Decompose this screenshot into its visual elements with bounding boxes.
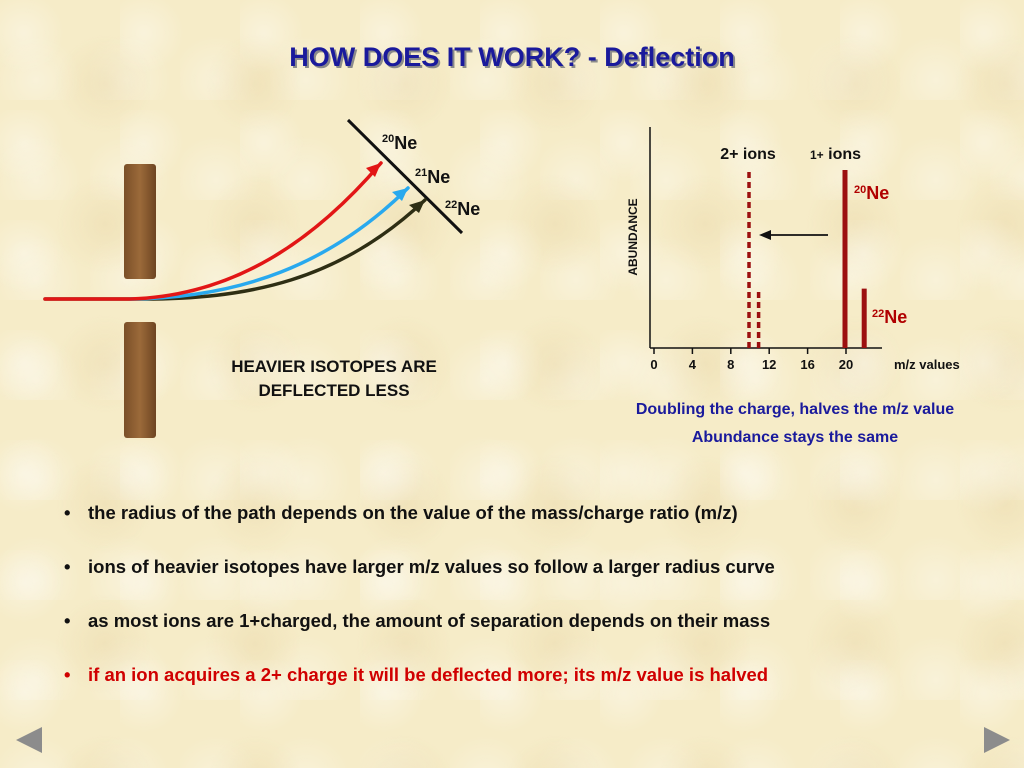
note-abundance: Abundance stays the same <box>691 429 899 446</box>
peak-label-ne22: 22Ne <box>872 307 907 327</box>
bullet-marker: • <box>64 502 71 523</box>
previous-slide-icon[interactable] <box>16 727 42 753</box>
lower-plate <box>124 322 156 438</box>
deflection-caption: HEAVIER ISOTOPES ARE DEFLECTED LESS <box>203 355 465 403</box>
label-2plus-ions: 2+ ions <box>720 146 776 163</box>
bullet-marker: • <box>64 664 71 685</box>
bullet-item-highlight: • if an ion acquires a 2+ charge it will … <box>64 662 994 716</box>
bullet-item: • as most ions are 1+charged, the amount … <box>64 608 994 662</box>
path-ne20 <box>43 161 383 301</box>
x-tick-label: 8 <box>727 357 734 372</box>
bullet-item: • ions of heavier isotopes have larger m/… <box>64 554 994 608</box>
x-axis-label: m/z values <box>894 357 960 372</box>
path-ne21 <box>128 186 410 301</box>
bullet-marker: • <box>64 610 71 631</box>
x-tick-label: 20 <box>839 357 853 372</box>
next-slide-icon[interactable] <box>984 727 1010 753</box>
x-tick-label: 16 <box>800 357 814 372</box>
y-axis-label: ABUNDANCE <box>626 198 640 275</box>
caption-line-1: HEAVIER ISOTOPES ARE <box>231 357 437 376</box>
label-ne21: 21Ne <box>415 167 450 187</box>
bullet-item: • the radius of the path depends on the v… <box>64 500 994 554</box>
upper-plate <box>124 164 156 279</box>
path-ne22 <box>43 198 427 301</box>
page-title: HOW DOES IT WORK? - Deflection <box>289 42 735 72</box>
arrowhead-ne21 <box>392 188 408 201</box>
arrowhead-ne22 <box>409 200 425 213</box>
x-tick-label: 0 <box>650 357 657 372</box>
caption-line-2: DEFLECTED LESS <box>258 381 410 400</box>
label-1plus-ions: 1+ ions <box>810 146 861 163</box>
note-doubling-charge: Doubling the charge, halves the m/z valu… <box>635 401 955 418</box>
arrowhead-ne20 <box>366 163 381 177</box>
peak-label-ne20: 20Ne <box>854 183 889 203</box>
label-ne20: 20Ne <box>382 133 417 153</box>
shift-arrow-head <box>759 230 771 240</box>
x-tick-label: 12 <box>762 357 776 372</box>
bullet-marker: • <box>64 556 71 577</box>
bullet-list: • the radius of the path depends on the v… <box>64 500 994 716</box>
x-tick-label: 4 <box>689 357 697 372</box>
label-ne22: 22Ne <box>445 199 480 219</box>
detector-line <box>346 118 464 235</box>
